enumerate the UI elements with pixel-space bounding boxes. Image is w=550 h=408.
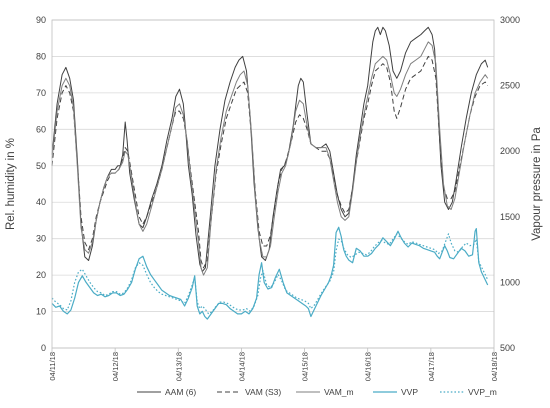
legend-label: VVP bbox=[401, 387, 418, 397]
left-axis-ticks: 0 10 20 30 40 50 60 70 80 90 bbox=[36, 15, 46, 353]
right-axis-title: Vapour pressure in Pa bbox=[531, 127, 543, 241]
left-tick-label: 90 bbox=[36, 15, 46, 25]
right-tick-label: 2000 bbox=[500, 146, 520, 156]
plot-area-border bbox=[51, 19, 495, 349]
x-tick-label: 04/13/18 bbox=[174, 352, 183, 381]
legend-label: AAM (6) bbox=[165, 387, 196, 397]
left-tick-label: 20 bbox=[36, 270, 46, 280]
left-tick-label: 40 bbox=[36, 197, 46, 207]
left-tick-label: 60 bbox=[36, 124, 46, 134]
right-tick-label: 500 bbox=[500, 343, 515, 353]
left-tick-label: 70 bbox=[36, 88, 46, 98]
x-tick-label: 04/18/18 bbox=[490, 352, 499, 381]
left-axis-title: Rel. humidity in % bbox=[5, 138, 17, 230]
left-tick-label: 0 bbox=[41, 343, 46, 353]
series-line-vam-m bbox=[51, 41, 489, 276]
x-tick-label: 04/17/18 bbox=[427, 352, 436, 381]
series-line-vam-s3 bbox=[51, 55, 489, 269]
right-axis-ticks: 500 1000 1500 2000 2500 3000 bbox=[500, 15, 520, 353]
right-tick-label: 1000 bbox=[500, 277, 520, 287]
legend-label: VAM (S3) bbox=[245, 387, 281, 397]
right-tick-label: 1500 bbox=[500, 212, 520, 222]
right-tick-label: 2500 bbox=[500, 81, 520, 91]
left-tick-label: 10 bbox=[36, 307, 46, 317]
x-tick-label: 04/16/18 bbox=[364, 352, 373, 381]
x-axis-ticks: 04/11/18 04/12/18 04/13/18 04/14/18 04/15/18… bbox=[48, 348, 499, 381]
legend: AAM (6) VAM (S3) VAM_m VVP VVP_m bbox=[137, 387, 497, 397]
left-tick-label: 30 bbox=[36, 234, 46, 244]
series-line-vvp bbox=[51, 226, 489, 320]
x-tick-label: 04/15/18 bbox=[301, 352, 310, 381]
right-tick-label: 3000 bbox=[500, 15, 520, 25]
legend-label: VVP_m bbox=[468, 387, 497, 397]
x-tick-label: 04/11/18 bbox=[48, 352, 57, 381]
x-tick-label: 04/12/18 bbox=[111, 352, 120, 381]
plot-frame bbox=[51, 19, 495, 349]
left-tick-label: 80 bbox=[36, 51, 46, 61]
x-tick-label: 04/14/18 bbox=[237, 352, 246, 381]
series-group bbox=[51, 26, 489, 320]
grid bbox=[52, 19, 494, 349]
legend-label: VAM_m bbox=[324, 387, 354, 397]
left-tick-label: 50 bbox=[36, 161, 46, 171]
series-line-aam-6 bbox=[51, 26, 489, 272]
